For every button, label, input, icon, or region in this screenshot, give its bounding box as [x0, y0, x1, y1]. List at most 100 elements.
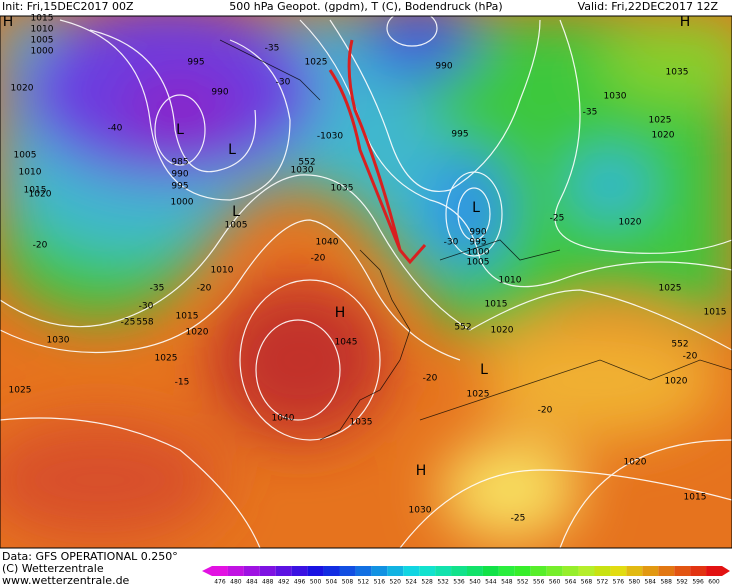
isobar-label: -35 — [583, 108, 598, 118]
isobar-label: 1015 — [485, 300, 508, 310]
scale-swatch — [323, 566, 340, 576]
isobar-label: 1020 — [652, 131, 675, 141]
isobar-label: 995 — [187, 58, 204, 68]
scale-label: 548 — [501, 579, 513, 586]
footer-data: Data: GFS OPERATIONAL 0.250° — [2, 550, 178, 563]
isobar-label: 1005 — [225, 221, 248, 231]
scale-swatch — [674, 566, 691, 576]
isobar-label: -15 — [175, 378, 190, 388]
isobar-label: 1020 — [665, 377, 688, 387]
isobar-label: 558 — [136, 318, 153, 328]
isobar-label: 985 — [171, 158, 188, 168]
isobar-label: -20 — [197, 284, 212, 294]
color-scale: 476 480 484 488 492 496 500 504 508 512 516 520 524 5… — [202, 566, 730, 586]
scale-swatch — [562, 566, 579, 576]
scale-swatch — [259, 566, 276, 576]
scale-swatch — [291, 566, 308, 576]
footer-url: www.wetterzentrale.de — [2, 574, 130, 587]
scale-label: 480 — [230, 579, 242, 586]
isobar-label: -25 — [121, 318, 136, 328]
scale-swatch — [435, 566, 452, 576]
scale-label: 544 — [485, 579, 497, 586]
isobar-label: 1010 — [211, 266, 234, 276]
isobar-label: -35 — [265, 44, 280, 54]
header-init: Init: Fri,15DEC2017 00Z — [2, 0, 134, 13]
isobar-label: 1045 — [335, 338, 358, 348]
isobar-label: 1015 — [704, 308, 727, 318]
scale-swatch — [212, 566, 228, 576]
isobar-label: 1030 — [47, 336, 70, 346]
scale-swatch — [594, 566, 611, 576]
scale-swatch — [690, 566, 707, 576]
scale-label: 504 — [326, 579, 338, 586]
scale-swatch — [706, 566, 722, 576]
isobar-label: 1010 — [499, 276, 522, 286]
scale-label: 508 — [342, 579, 354, 586]
scale-label: 584 — [645, 579, 657, 586]
scale-swatch — [498, 566, 515, 576]
isobar-label: -35 — [150, 284, 165, 294]
isobar-label: -20 — [683, 352, 698, 362]
scale-swatch — [419, 566, 436, 576]
isobar-label: 1015 — [31, 14, 54, 24]
isobar-label: 1040 — [272, 414, 295, 424]
isobar-label: -20 — [311, 254, 326, 264]
scale-swatch — [482, 566, 499, 576]
isobar-label: -25 — [550, 214, 565, 224]
isobar-label: 995 — [469, 238, 486, 248]
isobar-label: 1010 — [31, 25, 54, 35]
isobar-label: 1020 — [491, 326, 514, 336]
isobar-label: 1015 — [176, 312, 199, 322]
scale-swatch — [371, 566, 388, 576]
isobar-label: 552 — [454, 323, 471, 333]
scale-label: 516 — [374, 579, 386, 586]
isobar-label: 1005 — [31, 36, 54, 46]
scale-swatch — [355, 566, 372, 576]
scale-label: 596 — [692, 579, 704, 586]
isobar-label: 1005 — [14, 151, 37, 161]
isobar-label: -20 — [423, 374, 438, 384]
pressure-center: L — [228, 142, 236, 158]
isobar-label: 1030 — [409, 506, 432, 516]
isobar-label: 1010 — [19, 168, 42, 178]
scale-label: 592 — [676, 579, 688, 586]
scale-label: 564 — [565, 579, 577, 586]
scale-swatch — [642, 566, 659, 576]
scale-arrow-right — [722, 566, 730, 576]
isobar-label: -40 — [108, 124, 123, 134]
scale-label: 524 — [405, 579, 417, 586]
isobar-label: 1000 — [171, 198, 194, 208]
scale-label: 488 — [262, 579, 274, 586]
map-labels: H 10151010100510009959901020-401005101010… — [3, 14, 727, 524]
isobar-label: 1015 — [24, 186, 47, 196]
scale-swatch — [227, 566, 244, 576]
isobar-label: 990 — [469, 228, 486, 238]
scale-label: 536 — [453, 579, 465, 586]
isobar-label: -30 — [444, 238, 459, 248]
scale-swatch — [339, 566, 356, 576]
scale-label: 600 — [708, 579, 720, 586]
isobar-label: 1015 — [684, 493, 707, 503]
scale-label: 476 — [214, 579, 226, 586]
scale-label: 588 — [660, 579, 672, 586]
isobar-label: -25 — [511, 514, 526, 524]
scale-swatch — [307, 566, 324, 576]
isobar-label: 990 — [171, 170, 188, 180]
isobar-label: 1030 — [604, 92, 627, 102]
scale-label: 500 — [310, 579, 322, 586]
arrow — [328, 39, 427, 265]
pressure-center: H — [416, 463, 427, 479]
scale-label: 492 — [278, 579, 290, 586]
isobar-label: 1025 — [9, 386, 32, 396]
scale-label: 560 — [549, 579, 561, 586]
isobar-label: 1025 — [305, 58, 328, 68]
isobar-label: 1000 — [31, 47, 54, 57]
scale-arrow-left — [202, 566, 212, 576]
isobar-label: -20 — [33, 241, 48, 251]
isobar-label: 1020 — [619, 218, 642, 228]
isobar-label: 1025 — [467, 390, 490, 400]
scale-swatch — [610, 566, 627, 576]
isobar-label: 1025 — [155, 354, 178, 364]
pressure-center: L — [480, 362, 488, 378]
